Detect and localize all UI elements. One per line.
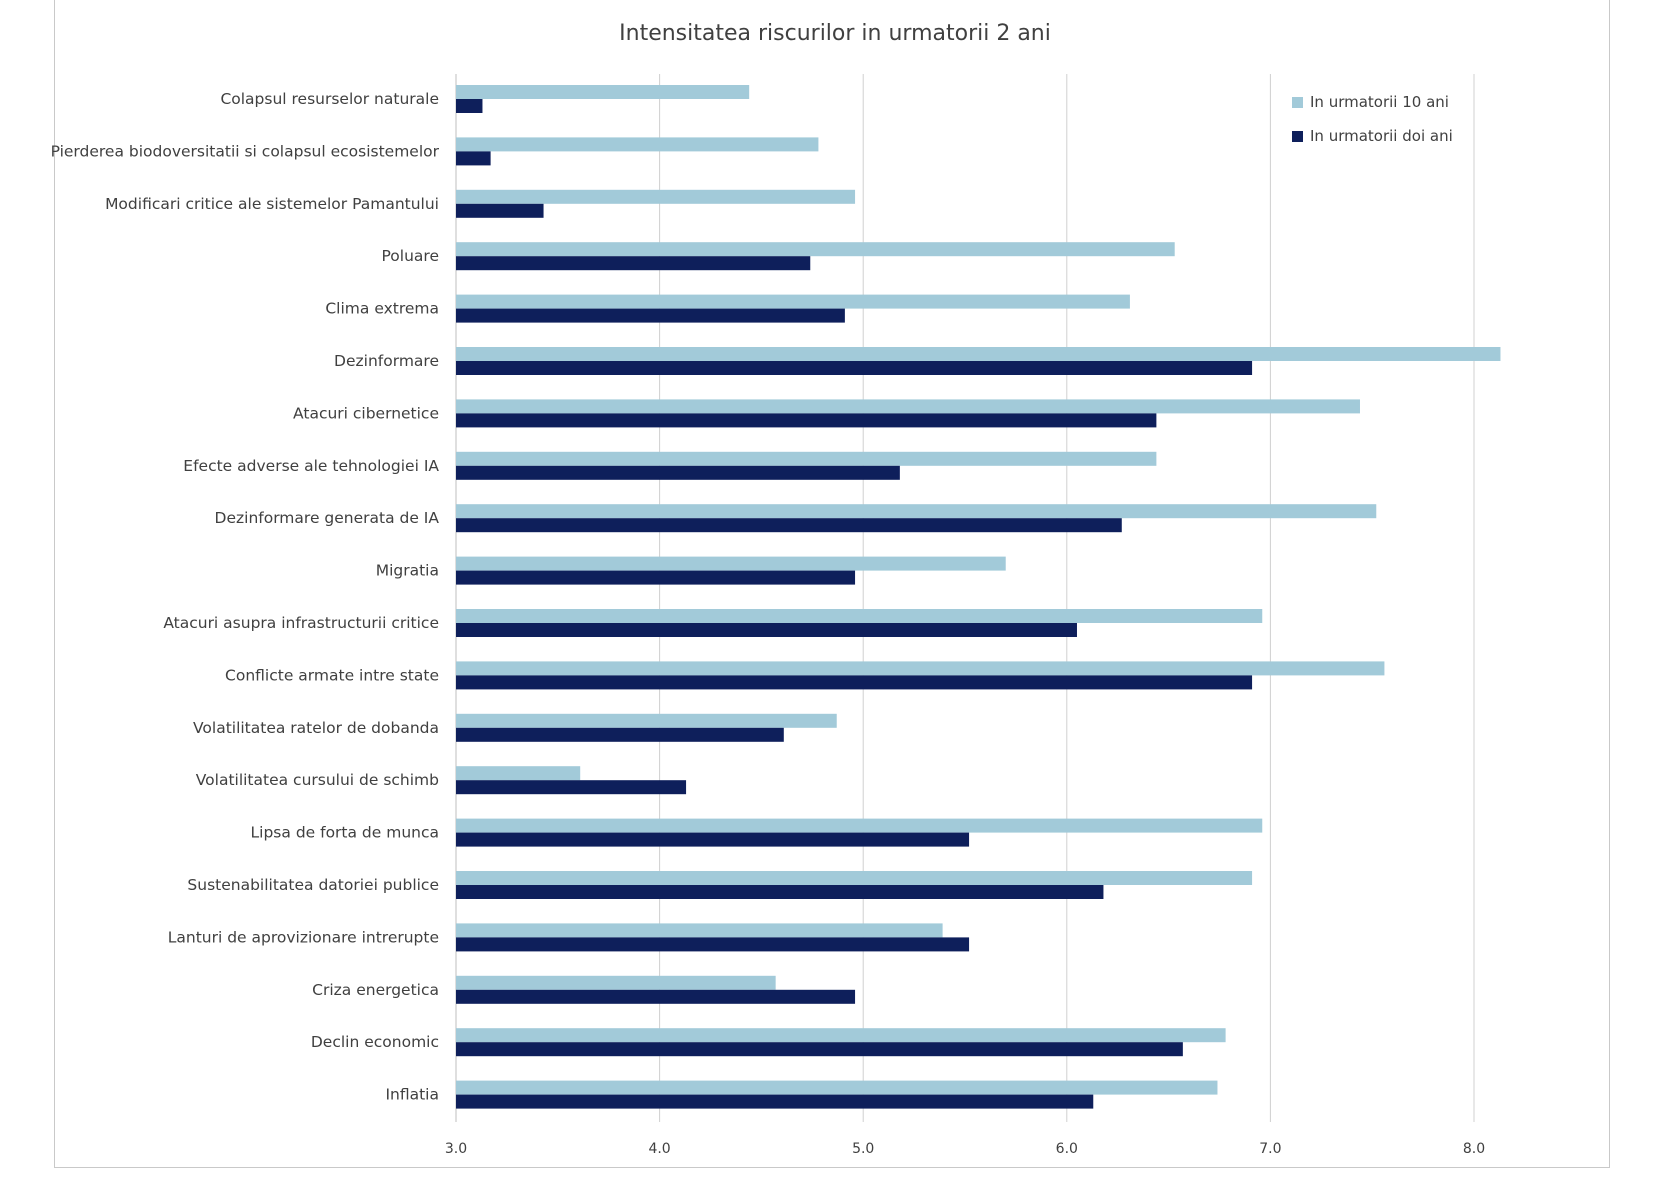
category-label: Atacuri asupra infrastructurii critice <box>163 614 439 632</box>
category-label: Criza energetica <box>312 981 439 999</box>
category-label: Efecte adverse ale tehnologiei IA <box>183 457 439 475</box>
bar-doi-ani <box>456 1042 1183 1057</box>
category-label: Lanturi de aprovizionare intrerupte <box>168 928 439 946</box>
category-label: Poluare <box>382 247 439 265</box>
category-label: Volatilitatea cursului de schimb <box>196 771 439 789</box>
legend-label: In urmatorii doi ani <box>1310 127 1453 145</box>
bar-10-ani <box>456 85 750 99</box>
x-tick-label: 4.0 <box>648 1141 670 1157</box>
bar-10-ani <box>456 818 1263 833</box>
bar-10-ani <box>456 347 1501 361</box>
category-label: Volatilitatea ratelor de dobanda <box>193 719 439 737</box>
x-tick-label: 6.0 <box>1056 1141 1078 1157</box>
bar-10-ani <box>456 451 1157 466</box>
bar-doi-ani <box>456 1094 1094 1109</box>
bar-10-ani <box>456 189 856 204</box>
bar-10-ani <box>456 556 1006 571</box>
category-labels: Colapsul resurselor naturale Pierderea bi… <box>51 90 440 1104</box>
category-label: Inflatia <box>385 1086 439 1104</box>
bar-doi-ani <box>456 727 784 742</box>
category-label: Migratia <box>376 562 439 580</box>
legend-swatch <box>1292 97 1303 108</box>
bar-doi-ani <box>456 675 1253 690</box>
bar-doi-ani <box>456 780 687 795</box>
bar-doi-ani <box>456 570 856 585</box>
chart-title: Intensitatea riscurilor in urmatorii 2 a… <box>619 21 1051 46</box>
category-label: Sustenabilitatea datoriei publice <box>187 876 439 894</box>
bar-10-ani <box>456 975 776 990</box>
x-tick-label: 5.0 <box>852 1141 874 1157</box>
category-label: Lipsa de forta de munca <box>251 824 439 842</box>
bar-10-ani <box>456 504 1377 519</box>
x-tick-label: 7.0 <box>1259 1141 1281 1157</box>
bar-doi-ani <box>456 203 544 218</box>
bar-10-ani <box>456 766 581 781</box>
bar-doi-ani <box>456 937 970 952</box>
bar-10-ani <box>456 1080 1218 1095</box>
bar-10-ani <box>456 661 1385 676</box>
bar-doi-ani <box>456 832 970 847</box>
category-label: Dezinformare <box>334 352 439 370</box>
legend-label: In urmatorii 10 ani <box>1310 93 1449 111</box>
bar-10-ani <box>456 923 943 938</box>
bar-doi-ani <box>456 623 1077 637</box>
bar-doi-ani <box>456 989 856 1004</box>
gridlines <box>455 74 1475 1122</box>
bar-10-ani <box>456 242 1175 257</box>
bar-doi-ani <box>456 361 1253 375</box>
bar-doi-ani <box>456 413 1157 428</box>
bar-10-ani <box>456 399 1360 414</box>
category-label: Atacuri cibernetice <box>293 404 439 422</box>
bar-10-ani <box>456 609 1263 623</box>
bar-doi-ani <box>456 256 811 271</box>
bar-doi-ani <box>456 151 491 166</box>
x-tick-label: 8.0 <box>1463 1141 1485 1157</box>
category-label: Dezinformare generata de IA <box>215 509 440 527</box>
category-label: Declin economic <box>311 1033 439 1051</box>
legend-swatch <box>1292 131 1303 142</box>
bar-10-ani <box>456 294 1130 309</box>
bar-10-ani <box>456 137 819 152</box>
category-label: Pierderea biodoversitatii si colapsul ec… <box>51 142 440 160</box>
bars <box>456 85 1501 1109</box>
x-tick-label: 3.0 <box>445 1141 467 1157</box>
bar-doi-ani <box>456 518 1122 533</box>
chart-frame <box>54 0 1610 1168</box>
category-label: Modificari critice ale sistemelor Pamant… <box>105 195 439 213</box>
category-label: Colapsul resurselor naturale <box>220 90 439 108</box>
category-label: Conflicte armate intre state <box>225 666 439 684</box>
x-axis-ticks: 3.0 4.0 5.0 6.0 7.0 8.0 <box>445 1141 1485 1157</box>
bar-doi-ani <box>456 465 900 480</box>
bar-10-ani <box>456 713 837 728</box>
bar-doi-ani <box>456 99 483 113</box>
bar-doi-ani <box>456 885 1104 899</box>
bar-doi-ani <box>456 308 845 323</box>
category-label: Clima extrema <box>325 300 439 318</box>
legend: In urmatorii 10 ani In urmatorii doi ani <box>1292 93 1453 145</box>
bar-10-ani <box>456 871 1253 885</box>
bar-10-ani <box>456 1028 1226 1043</box>
